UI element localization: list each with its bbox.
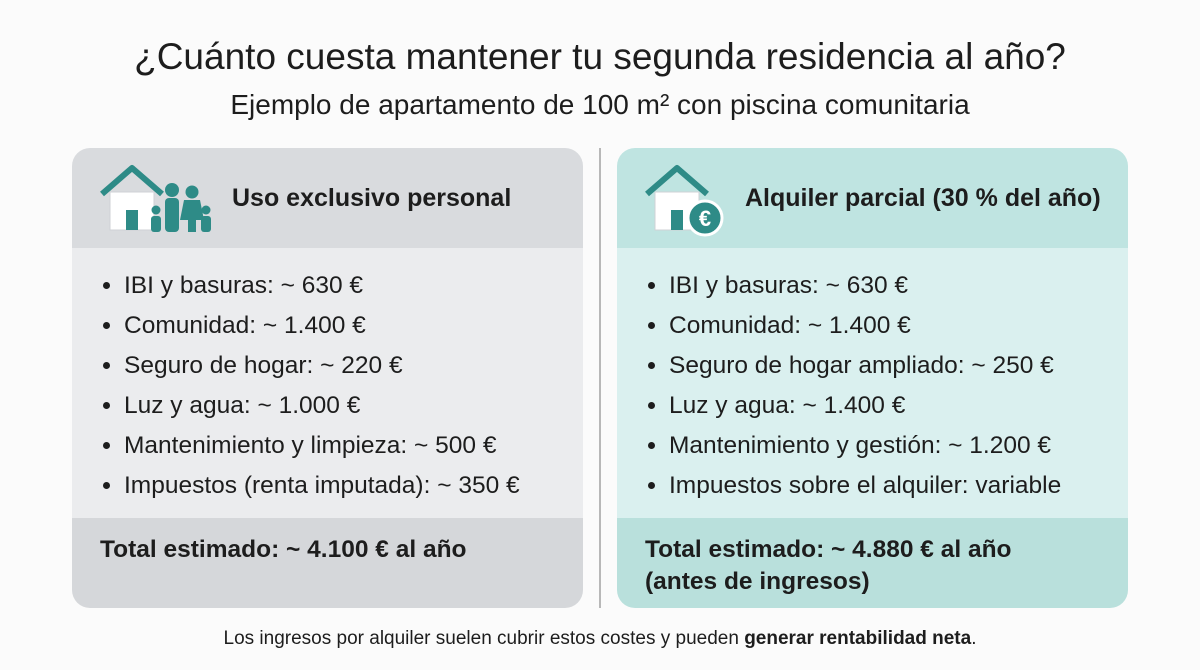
cost-list: IBI y basuras: ~ 630 €Comunidad: ~ 1.400… <box>647 266 1061 506</box>
cost-item: Impuestos (renta imputada): ~ 350 € <box>124 466 520 506</box>
card-heading: Alquiler parcial (30 % del año) <box>745 184 1101 212</box>
card-total: Total estimado: ~ 4.880 € al año (antes d… <box>617 518 1128 608</box>
card-body: IBI y basuras: ~ 630 €Comunidad: ~ 1.400… <box>617 248 1128 518</box>
cost-item: Comunidad: ~ 1.400 € <box>124 306 520 346</box>
card-header: Uso exclusivo personal <box>72 148 583 248</box>
family-house-icon <box>100 165 211 232</box>
divider <box>599 148 601 608</box>
footer-text: Los ingresos por alquiler suelen cubrir … <box>223 628 745 649</box>
cost-item: Seguro de hogar: ~ 220 € <box>124 346 520 386</box>
cost-list: IBI y basuras: ~ 630 €Comunidad: ~ 1.400… <box>102 266 520 506</box>
cost-item: Luz y agua: ~ 1.000 € <box>124 386 520 426</box>
cost-item: Mantenimiento y gestión: ~ 1.200 € <box>669 426 1061 466</box>
cost-item: IBI y basuras: ~ 630 € <box>669 266 1061 306</box>
footer-note: Los ingresos por alquiler suelen cubrir … <box>0 628 1200 650</box>
subtitle: Ejemplo de apartamento de 100 m² con pis… <box>230 89 970 120</box>
total-line: Total estimado: ~ 4.880 € al año <box>645 536 1012 563</box>
cost-item: Impuestos sobre el alquiler: variable <box>669 466 1061 506</box>
total-line: (antes de ingresos) <box>645 568 870 595</box>
cost-item: IBI y basuras: ~ 630 € <box>124 266 520 306</box>
total-text: Total estimado: ~ 4.880 € al año (antes d… <box>645 534 1012 598</box>
cost-item: Luz y agua: ~ 1.400 € <box>669 386 1061 426</box>
card-rental: € Alquiler parcial (30 % del año) IBI y … <box>617 148 1128 608</box>
total-text: Total estimado: ~ 4.100 € al año <box>100 534 467 566</box>
footer-end: . <box>971 628 977 649</box>
card-header: € Alquiler parcial (30 % del año) <box>617 148 1128 248</box>
cost-item: Seguro de hogar ampliado: ~ 250 € <box>669 346 1061 386</box>
card-body: IBI y basuras: ~ 630 €Comunidad: ~ 1.400… <box>72 248 583 518</box>
cost-item: Mantenimiento y limpieza: ~ 500 € <box>124 426 520 466</box>
card-heading: Uso exclusivo personal <box>232 184 512 212</box>
house-euro-icon: € <box>645 165 724 237</box>
total-line: Total estimado: ~ 4.100 € al año <box>100 536 467 563</box>
card-personal: Uso exclusivo personal IBI y basuras: ~ … <box>72 148 583 608</box>
title: ¿Cuánto cuesta mantener tu segunda resid… <box>134 36 1066 77</box>
card-total: Total estimado: ~ 4.100 € al año <box>72 518 583 608</box>
footer-emphasis: generar rentabilidad neta <box>744 628 972 649</box>
svg-text:€: € <box>699 206 711 231</box>
cost-item: Comunidad: ~ 1.400 € <box>669 306 1061 346</box>
